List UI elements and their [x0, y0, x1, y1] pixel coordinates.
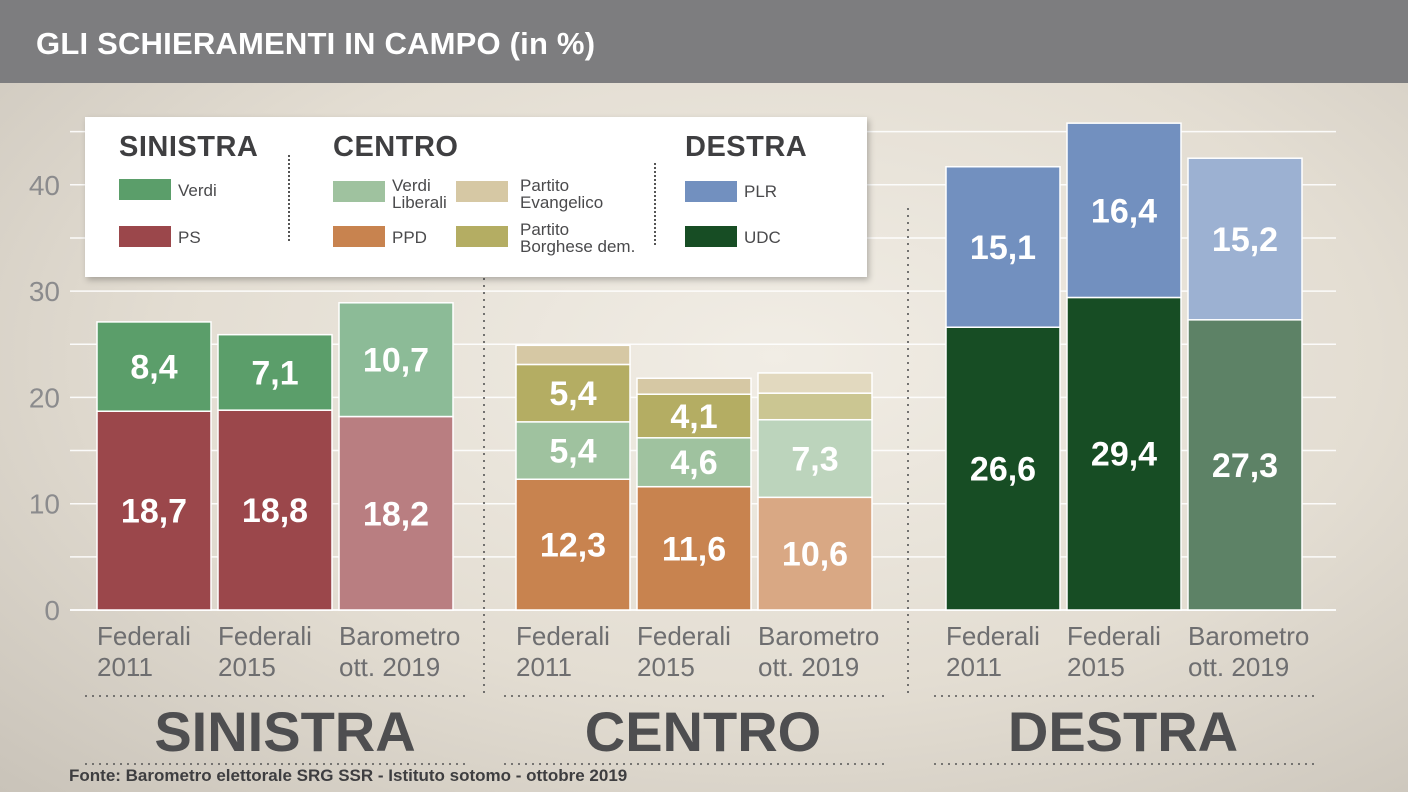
data-label: 4,1 [670, 398, 717, 436]
data-label: 7,1 [251, 354, 298, 392]
data-label: 18,7 [121, 493, 187, 531]
category-label: Federali [1067, 621, 1161, 651]
data-label: 5,4 [549, 433, 596, 471]
data-label: 15,2 [1212, 221, 1278, 259]
data-label: 5,4 [549, 375, 596, 413]
data-label: 29,4 [1091, 436, 1157, 474]
legend-swatch-ps [119, 226, 171, 247]
bar-borghese [757, 392, 873, 421]
y-tick-label: 40 [29, 170, 60, 201]
category-label: 2015 [1067, 652, 1125, 682]
category-label: ott. 2019 [1188, 652, 1289, 682]
y-tick-label: 30 [29, 276, 60, 307]
category-label: 2015 [637, 652, 695, 682]
legend-label-udc: UDC [744, 228, 781, 247]
bar-ps [217, 409, 333, 611]
legend-swatch-verdi-liberali [333, 181, 385, 202]
category-label: Barometro [339, 621, 460, 651]
bar-ppd [515, 478, 631, 611]
category-label: Barometro [1188, 621, 1309, 651]
category-label: Federali [946, 621, 1040, 651]
bar-udc [945, 326, 1061, 611]
category-label: ott. 2019 [339, 652, 440, 682]
category-label: Federali [516, 621, 610, 651]
bar-udc [1187, 319, 1303, 611]
legend-label-verdi-liberali: Verdi Liberali [392, 176, 447, 212]
legend-swatch-plr [685, 181, 737, 202]
bar-verdi [338, 302, 454, 418]
bar-evangelico [757, 372, 873, 394]
data-label: 18,2 [363, 495, 429, 533]
bar-verdi_liberali [636, 437, 752, 488]
bar-ps [338, 415, 454, 611]
data-label: 11,6 [662, 530, 726, 568]
legend-label-plr: PLR [744, 182, 778, 201]
category-label: 2015 [218, 652, 276, 682]
bar-verdi [96, 321, 212, 412]
legend-label-verdi: Verdi [178, 181, 217, 200]
bar-plr [945, 165, 1061, 328]
data-label: 8,4 [130, 349, 177, 387]
legend-label-evangelico: Partito Evangelico [520, 176, 604, 212]
data-label: 12,3 [540, 527, 606, 565]
group-label: CENTRO [585, 700, 821, 763]
header-bar: GLI SCHIERAMENTI IN CAMPO (in %) [0, 0, 1408, 83]
chart-title: GLI SCHIERAMENTI IN CAMPO (in %) [36, 26, 596, 61]
source-note: Fonte: Barometro elettorale SRG SSR - Is… [69, 766, 628, 785]
data-label: 4,6 [670, 444, 717, 482]
category-label: ott. 2019 [758, 652, 859, 682]
category-label: Barometro [758, 621, 879, 651]
bar-udc [1066, 296, 1182, 611]
data-label: 27,3 [1212, 447, 1278, 485]
data-label: 16,4 [1091, 192, 1157, 230]
data-label: 18,8 [242, 492, 308, 530]
category-label: Federali [218, 621, 312, 651]
data-label: 26,6 [970, 451, 1036, 489]
bar-plr [1066, 122, 1182, 299]
legend-heading-centro: CENTRO [333, 131, 459, 163]
bar-verdi [217, 333, 333, 411]
data-label: 10,6 [782, 536, 848, 574]
legend-swatch-evangelico [456, 181, 508, 202]
group-label: DESTRA [1008, 700, 1238, 763]
y-tick-label: 0 [44, 595, 60, 626]
bar-ppd [757, 496, 873, 611]
category-label: 2011 [946, 652, 1002, 682]
category-label: Federali [637, 621, 731, 651]
legend: SINISTRA Verdi PS CENTRO Verdi Liberali … [85, 117, 867, 277]
legend-label-borghese: Partito Borghese dem. [520, 220, 636, 256]
category-label: Federali [97, 621, 191, 651]
y-tick-label: 20 [29, 382, 60, 413]
data-label: 15,1 [970, 229, 1036, 267]
legend-heading-sinistra: SINISTRA [119, 131, 259, 163]
legend-swatch-borghese [456, 226, 508, 247]
legend-label-ppd: PPD [392, 228, 427, 247]
data-label: 10,7 [363, 342, 429, 380]
legend-label-ps: PS [178, 228, 201, 247]
bar-plr [1187, 157, 1303, 321]
category-label: 2011 [516, 652, 572, 682]
category-label: 2011 [97, 652, 153, 682]
legend-swatch-verdi [119, 179, 171, 200]
legend-divider [654, 163, 656, 245]
legend-divider [288, 155, 290, 241]
bar-evangelico [636, 377, 752, 395]
bar-evangelico [515, 344, 631, 366]
legend-swatch-ppd [333, 226, 385, 247]
data-label: 7,3 [791, 441, 838, 479]
legend-heading-destra: DESTRA [685, 131, 808, 163]
bar-borghese [515, 363, 631, 423]
bar-verdi_liberali [757, 418, 873, 499]
bar-verdi_liberali [515, 421, 631, 481]
y-tick-label: 10 [29, 489, 60, 520]
legend-swatch-udc [685, 226, 737, 247]
group-label: SINISTRA [154, 700, 415, 763]
